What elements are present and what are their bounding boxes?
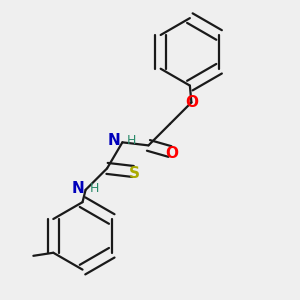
Text: O: O [185,95,198,110]
Text: H: H [90,182,100,195]
Text: N: N [108,133,121,148]
Text: O: O [165,146,178,160]
Text: H: H [127,134,136,147]
Text: S: S [129,166,140,181]
Text: N: N [71,181,84,196]
